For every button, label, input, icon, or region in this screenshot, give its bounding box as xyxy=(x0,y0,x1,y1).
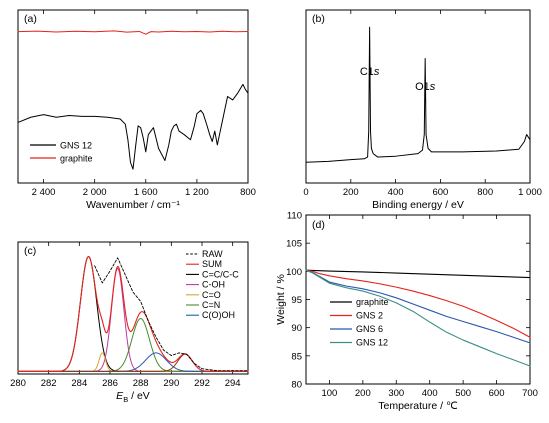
peak-annotation-main: C1 xyxy=(360,66,374,78)
legend-label: C=N xyxy=(202,300,220,310)
y-tick-label: 85 xyxy=(291,351,302,362)
component-line-5 xyxy=(17,353,249,372)
x-tick-label: 1 200 xyxy=(185,187,209,198)
component-line-4 xyxy=(17,352,249,372)
plot-frame xyxy=(17,9,249,184)
x-tick-label: 0 xyxy=(303,187,308,198)
panel-label: (c) xyxy=(24,245,36,257)
legend-label: GNS 2 xyxy=(356,311,383,321)
plot-frame xyxy=(305,214,531,385)
legend-label: GNS 12 xyxy=(60,141,92,151)
legend-label: graphite xyxy=(60,154,93,164)
y-tick-label: 95 xyxy=(291,295,302,306)
panel-a-chart: (a) 2 400 2 000 1 600 1 200 800 Wavenumber / c… xyxy=(17,9,256,211)
x-axis-label: Temperature / ℃ xyxy=(378,400,458,412)
x-tick-label: 800 xyxy=(477,187,493,198)
x-tick-label: 294 xyxy=(225,378,241,389)
panel-label: (d) xyxy=(312,219,325,231)
series-line xyxy=(305,26,531,163)
x-tick-label: 2 000 xyxy=(83,187,107,198)
sum-line xyxy=(17,255,249,372)
panel-c-chart: (c) 280 282 284 286 288 290 292 294 EB / eV RAWSUM… xyxy=(10,241,249,404)
y-tick-label: 100 xyxy=(286,267,302,278)
series-line-graphite xyxy=(17,30,249,35)
x-tick-label: 700 xyxy=(522,388,538,399)
y-tick-label: 80 xyxy=(291,380,302,391)
series-line-GNS 2 xyxy=(305,269,531,338)
series-line-GNS 6 xyxy=(305,269,531,344)
plot-frame xyxy=(17,241,249,375)
x-tick-label: 280 xyxy=(10,378,26,389)
y-axis-label: Weight / % xyxy=(275,274,287,325)
legend-label: C-OH xyxy=(202,280,225,290)
x-tick-label: 100 xyxy=(321,388,337,399)
component-line-2 xyxy=(17,352,249,372)
x-tick-label: 800 xyxy=(240,187,256,198)
peak-annotation-main: O1 xyxy=(415,81,430,93)
x-axis-label: Binding energy / eV xyxy=(372,199,464,211)
panel-b-chart: (b) 0 200 400 600 800 1 000 Binding energy / eV… xyxy=(303,9,542,211)
x-tick-label: 1 000 xyxy=(518,187,542,198)
x-tick-label: 290 xyxy=(163,378,179,389)
x-tick-label: 288 xyxy=(133,378,149,389)
legend-label: GNS 6 xyxy=(356,324,383,334)
y-tick-label: 90 xyxy=(291,323,302,334)
component-line-3 xyxy=(17,318,249,372)
x-tick-label: 286 xyxy=(102,378,118,389)
peak-annotation: O1s xyxy=(415,81,436,93)
x-tick-label: 284 xyxy=(71,378,87,389)
panel-label: (a) xyxy=(24,13,37,25)
x-tick-label: 300 xyxy=(388,388,404,399)
y-tick-label: 105 xyxy=(286,239,302,250)
x-tick-label: 292 xyxy=(194,378,210,389)
panel-d-chart: (d) 100 200 300 400 500 600 700 80 85 90 95 100 105 11… xyxy=(275,211,538,413)
x-axis-label-subscript: B xyxy=(123,395,128,404)
legend-label: C=O xyxy=(202,290,221,300)
legend-label: RAW xyxy=(202,249,223,259)
peak-annotation-italic: s xyxy=(374,66,380,78)
x-tick-label: 2 400 xyxy=(32,187,56,198)
x-tick-label: 400 xyxy=(388,187,404,198)
x-axis-label: EB / eV xyxy=(116,390,150,404)
x-tick-label: 282 xyxy=(41,378,57,389)
x-tick-label: 500 xyxy=(455,388,471,399)
x-axis-label: Wavenumber / cm⁻¹ xyxy=(86,199,180,211)
raw-line xyxy=(94,257,249,372)
peak-annotation: C1s xyxy=(360,66,380,78)
y-tick-label: 110 xyxy=(287,211,302,222)
legend-label: SUM xyxy=(202,259,222,269)
x-axis-label-unit: / eV xyxy=(128,390,150,402)
legend-label: GNS 12 xyxy=(356,338,388,348)
x-tick-label: 600 xyxy=(432,187,448,198)
x-tick-label: 600 xyxy=(489,388,505,399)
series-line-GNS 12 xyxy=(305,269,531,367)
peak-annotation-italic: s xyxy=(430,81,436,93)
x-tick-label: 200 xyxy=(355,388,371,399)
legend-label: C(O)OH xyxy=(202,310,235,320)
series-line-GNS 12 xyxy=(17,83,249,170)
x-tick-label: 200 xyxy=(343,187,359,198)
legend-label: graphite xyxy=(356,297,389,307)
x-tick-label: 1 600 xyxy=(134,187,158,198)
x-tick-label: 400 xyxy=(422,388,438,399)
x-axis-label-symbol: E xyxy=(116,390,124,402)
legend-label: C=C/C-C xyxy=(202,269,239,279)
panel-label: (b) xyxy=(312,13,325,25)
plot-frame xyxy=(305,9,531,184)
series-line-graphite xyxy=(305,269,531,279)
